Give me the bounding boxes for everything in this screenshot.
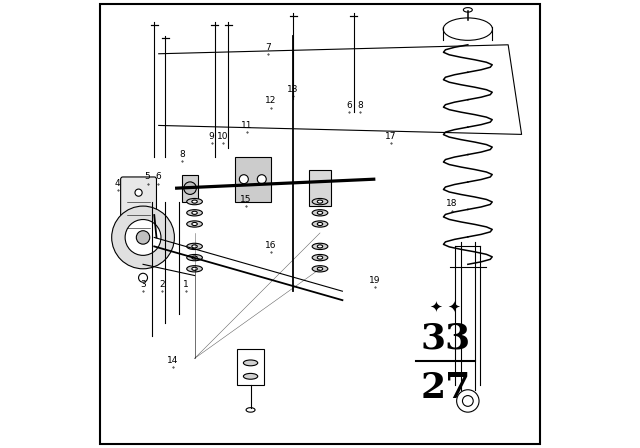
Ellipse shape bbox=[317, 223, 323, 226]
Ellipse shape bbox=[317, 211, 323, 215]
Text: 13: 13 bbox=[287, 85, 299, 94]
Text: 15: 15 bbox=[241, 195, 252, 204]
Circle shape bbox=[463, 396, 473, 406]
Text: 3: 3 bbox=[140, 280, 146, 289]
Ellipse shape bbox=[187, 254, 202, 261]
Ellipse shape bbox=[463, 8, 472, 12]
Bar bbox=[182, 175, 198, 202]
Text: 12: 12 bbox=[265, 96, 276, 105]
Text: 9: 9 bbox=[209, 132, 214, 141]
Ellipse shape bbox=[192, 211, 197, 215]
Ellipse shape bbox=[184, 182, 196, 194]
Text: 4: 4 bbox=[115, 179, 120, 188]
Text: 11: 11 bbox=[241, 121, 253, 130]
Text: ✦ ✦: ✦ ✦ bbox=[430, 299, 461, 314]
Ellipse shape bbox=[443, 18, 493, 40]
Circle shape bbox=[456, 390, 479, 412]
Ellipse shape bbox=[312, 221, 328, 227]
Text: 33: 33 bbox=[420, 321, 470, 355]
Ellipse shape bbox=[192, 267, 197, 271]
Ellipse shape bbox=[312, 243, 328, 250]
Ellipse shape bbox=[317, 245, 323, 248]
Text: 19: 19 bbox=[369, 276, 380, 284]
Ellipse shape bbox=[312, 266, 328, 272]
Ellipse shape bbox=[187, 266, 202, 272]
Ellipse shape bbox=[187, 198, 202, 205]
Ellipse shape bbox=[312, 210, 328, 216]
Text: 8: 8 bbox=[180, 150, 186, 159]
Text: 17: 17 bbox=[385, 132, 397, 141]
Ellipse shape bbox=[243, 374, 258, 379]
Text: 1: 1 bbox=[183, 280, 188, 289]
Text: 6: 6 bbox=[346, 101, 352, 110]
Text: 2: 2 bbox=[159, 280, 165, 289]
Bar bbox=[235, 157, 271, 202]
Circle shape bbox=[257, 175, 266, 184]
Text: 6: 6 bbox=[155, 172, 161, 181]
Circle shape bbox=[135, 189, 142, 196]
Ellipse shape bbox=[317, 267, 323, 271]
Text: 8: 8 bbox=[358, 101, 363, 110]
Ellipse shape bbox=[192, 200, 197, 203]
Ellipse shape bbox=[317, 256, 323, 259]
Circle shape bbox=[239, 175, 248, 184]
Ellipse shape bbox=[243, 360, 258, 366]
Text: 14: 14 bbox=[168, 356, 179, 365]
Ellipse shape bbox=[312, 254, 328, 261]
Ellipse shape bbox=[187, 221, 202, 227]
Bar bbox=[309, 170, 332, 206]
Circle shape bbox=[139, 273, 148, 282]
Text: 27: 27 bbox=[420, 370, 470, 405]
Text: 18: 18 bbox=[447, 199, 458, 208]
Ellipse shape bbox=[246, 408, 255, 412]
Text: 10: 10 bbox=[217, 132, 228, 141]
Text: 5: 5 bbox=[145, 172, 150, 181]
Circle shape bbox=[135, 234, 142, 241]
Ellipse shape bbox=[192, 256, 197, 259]
Text: 7: 7 bbox=[266, 43, 271, 52]
Ellipse shape bbox=[192, 223, 197, 226]
Ellipse shape bbox=[312, 198, 328, 205]
Ellipse shape bbox=[317, 200, 323, 203]
Circle shape bbox=[136, 231, 150, 244]
Ellipse shape bbox=[187, 243, 202, 250]
Text: 16: 16 bbox=[265, 241, 276, 250]
Ellipse shape bbox=[187, 210, 202, 216]
FancyBboxPatch shape bbox=[121, 177, 157, 253]
Bar bbox=[237, 349, 264, 385]
Circle shape bbox=[112, 206, 175, 269]
Circle shape bbox=[135, 211, 142, 219]
Circle shape bbox=[125, 220, 161, 255]
Ellipse shape bbox=[192, 245, 197, 248]
